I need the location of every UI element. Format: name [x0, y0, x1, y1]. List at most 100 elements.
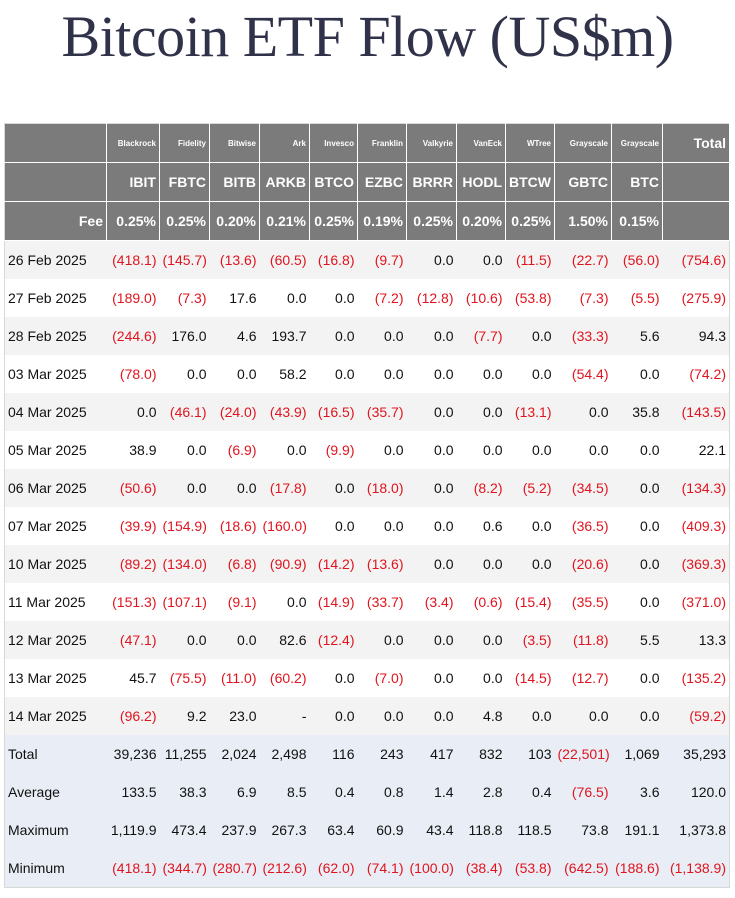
ticker-header: BTC [611, 162, 663, 202]
table-row: 14 Mar 2025 (96.2) 9.2 23.0-0.0 0.0 0.0 4.8 0.0… [4, 697, 730, 735]
summary-total: 1,373.8 [662, 811, 730, 849]
flow-cell: (7.3) [554, 279, 612, 317]
row-total: 13.3 [662, 621, 730, 659]
flow-cell: 38.9 [106, 431, 160, 469]
summary-cell: 2,024 [209, 735, 260, 773]
flow-cell: (3.5) [505, 621, 555, 659]
flow-cell: 193.7 [259, 317, 310, 355]
ticker-header: ARKB [259, 162, 310, 202]
flow-cell: 0.0 [611, 431, 663, 469]
summary-cell: 0.4 [309, 773, 358, 811]
flow-cell: 0.0 [357, 621, 407, 659]
etf-flow-table: Blackrock Fidelity Bitwise Ark Invesco F… [4, 123, 730, 888]
flow-cell: 23.0 [209, 697, 260, 735]
summary-cell: 11,255 [159, 735, 210, 773]
flow-cell: 0.0 [259, 431, 310, 469]
row-date: 27 Feb 2025 [4, 279, 107, 317]
flow-cell: 0.0 [406, 659, 457, 697]
flow-cell: (39.9) [106, 507, 160, 545]
flow-cell: 5.6 [611, 317, 663, 355]
summary-cell: 267.3 [259, 811, 310, 849]
fee-value: 0.20% [456, 201, 506, 241]
flow-cell: (145.7) [159, 240, 210, 279]
fee-value: 0.25% [505, 201, 555, 241]
flow-cell: (14.9) [309, 583, 358, 621]
flow-cell: (35.7) [357, 393, 407, 431]
summary-cell: (74.1) [357, 849, 407, 888]
table-row: 11 Mar 2025 (151.3) (107.1) (9.1) 0.0 (14.9)(… [4, 583, 730, 621]
summary-cell: 0.8 [357, 773, 407, 811]
summary-cell: 2,498 [259, 735, 310, 773]
flow-cell: 0.0 [309, 317, 358, 355]
row-total: (754.6) [662, 240, 730, 279]
summary-cell: 2.8 [456, 773, 506, 811]
flow-cell: (56.0) [611, 240, 663, 279]
flow-cell: (7.0) [357, 659, 407, 697]
summary-cell: 191.1 [611, 811, 663, 849]
row-total: (74.2) [662, 355, 730, 393]
fee-value: 0.15% [611, 201, 663, 241]
flow-cell: 4.8 [456, 697, 506, 735]
flow-cell: 0.0 [554, 431, 612, 469]
flow-cell: 0.0 [309, 697, 358, 735]
flow-cell: 0.0 [611, 697, 663, 735]
issuer-header: Franklin [357, 123, 407, 163]
row-total: (409.3) [662, 507, 730, 545]
ticker-header-row: IBIT FBTC BITB ARKB BTCO EZBC BRRR HODL … [4, 162, 730, 202]
flow-cell: (53.8) [505, 279, 555, 317]
header-blank [662, 162, 730, 202]
fee-value: 1.50% [554, 201, 612, 241]
flow-cell: 0.0 [357, 507, 407, 545]
flow-cell: (75.5) [159, 659, 210, 697]
flow-cell: (154.9) [159, 507, 210, 545]
fee-value: 0.19% [357, 201, 407, 241]
row-date: 03 Mar 2025 [4, 355, 107, 393]
flow-cell: 0.0 [406, 507, 457, 545]
flow-cell: (54.4) [554, 355, 612, 393]
summary-cell: 1,069 [611, 735, 663, 773]
flow-cell: (78.0) [106, 355, 160, 393]
flow-cell: (9.1) [209, 583, 260, 621]
flow-cell: (46.1) [159, 393, 210, 431]
summary-cell: (642.5) [554, 849, 612, 888]
flow-cell: 0.0 [259, 279, 310, 317]
row-total: (135.2) [662, 659, 730, 697]
flow-cell: (9.9) [309, 431, 358, 469]
flow-cell: 0.0 [209, 621, 260, 659]
flow-cell: 0.6 [456, 507, 506, 545]
summary-cell: 1,119.9 [106, 811, 160, 849]
summary-cell: 38.3 [159, 773, 210, 811]
flow-cell: (22.7) [554, 240, 612, 279]
issuer-header: Grayscale [611, 123, 663, 163]
issuer-header: VanEck [456, 123, 506, 163]
summary-cell: 63.4 [309, 811, 358, 849]
issuer-header: Invesco [309, 123, 358, 163]
flow-cell: 0.0 [611, 545, 663, 583]
fee-value: 0.25% [309, 201, 358, 241]
flow-cell: (34.5) [554, 469, 612, 507]
flow-cell: (89.2) [106, 545, 160, 583]
flow-cell: (0.6) [456, 583, 506, 621]
summary-cell: 73.8 [554, 811, 612, 849]
header-blank [662, 201, 730, 241]
ticker-header: BTCO [309, 162, 358, 202]
summary-cell: 832 [456, 735, 506, 773]
flow-cell: 82.6 [259, 621, 310, 659]
ticker-header: BRRR [406, 162, 457, 202]
flow-cell: (12.4) [309, 621, 358, 659]
flow-cell: (189.0) [106, 279, 160, 317]
flow-cell: (11.0) [209, 659, 260, 697]
flow-cell: 0.0 [456, 240, 506, 279]
issuer-header: Fidelity [159, 123, 210, 163]
flow-cell: 5.5 [611, 621, 663, 659]
flow-cell: (33.7) [357, 583, 407, 621]
table-row: 06 Mar 2025 (50.6) 0.0 0.0 (17.8) 0.0 (18.0) 0.… [4, 469, 730, 507]
flow-cell: 0.0 [611, 469, 663, 507]
summary-total: 35,293 [662, 735, 730, 773]
ticker-header: HODL [456, 162, 506, 202]
summary-cell: 118.5 [505, 811, 555, 849]
summary-cell: 6.9 [209, 773, 260, 811]
flow-cell: 0.0 [357, 317, 407, 355]
summary-cell: 0.4 [505, 773, 555, 811]
flow-cell: 0.0 [456, 545, 506, 583]
